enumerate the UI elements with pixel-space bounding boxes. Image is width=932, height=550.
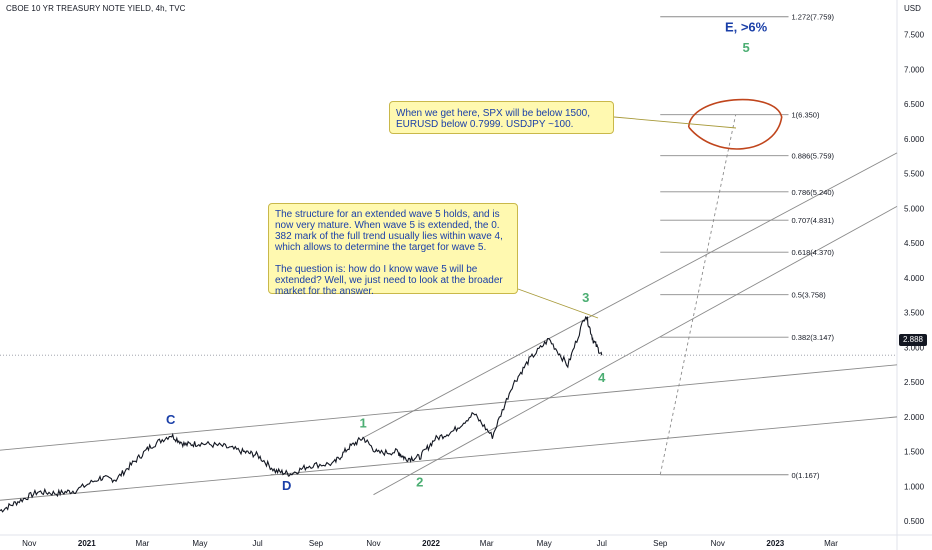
- callout-line: When we get here, SPX will be below 1500…: [396, 108, 590, 119]
- fib-level-label: 0(1.167): [792, 471, 820, 480]
- x-tick-label: May: [192, 539, 207, 548]
- x-tick-label: Jul: [252, 539, 262, 548]
- callout-line: The question is: how do I know wave 5 wi…: [275, 264, 478, 275]
- y-tick-label: 4.000: [904, 274, 925, 283]
- y-tick-label: 6.000: [904, 135, 925, 144]
- x-tick-label: Nov: [366, 539, 380, 548]
- fib-level-label: 0.786(5.240): [792, 188, 835, 197]
- trend-line: [362, 152, 898, 439]
- x-tick-label: Mar: [480, 539, 494, 548]
- fib-level-label: 1(6.350): [792, 111, 820, 120]
- callout-line: which allows to determine the target for…: [275, 242, 487, 253]
- callout-line: The structure for an extended wave 5 hol…: [275, 209, 500, 220]
- callout-line: extended? Well, we just need to look at …: [275, 275, 503, 286]
- trend-lines: [0, 114, 898, 501]
- x-tick-label: Jul: [597, 539, 607, 548]
- currency-label: USD: [904, 4, 921, 13]
- x-tick-label: Mar: [824, 539, 838, 548]
- fib-level-label: 1.272(7.759): [792, 13, 835, 22]
- y-tick-label: 7.000: [904, 65, 925, 74]
- y-axis: 0.500 1.000 1.500 2.000 2.500 3.000 3.500 4.000…: [904, 31, 925, 526]
- wave-label: E, >6%: [725, 19, 768, 34]
- wave-label: 4: [598, 370, 606, 385]
- y-tick-label: 6.500: [904, 100, 925, 109]
- wave-label: 1: [360, 415, 367, 430]
- wave-label: 3: [582, 290, 589, 305]
- y-tick-label: 1.000: [904, 482, 925, 491]
- trend-line: [0, 364, 898, 451]
- x-tick-label: May: [537, 539, 552, 548]
- x-tick-label: Nov: [711, 539, 725, 548]
- x-tick-label: 2021: [78, 539, 96, 548]
- y-tick-label: 5.500: [904, 170, 925, 179]
- callout-line: 382 mark of the full trend usually lies …: [275, 231, 503, 242]
- callout-connector: [517, 288, 599, 319]
- fib-level-label: 0.618(4.370): [792, 248, 835, 257]
- trend-line: [659, 114, 737, 475]
- y-tick-label: 7.500: [904, 31, 925, 40]
- wave-label: C: [166, 412, 176, 427]
- x-tick-label: Mar: [136, 539, 150, 548]
- y-tick-label: 3.000: [904, 343, 925, 352]
- wave-label: 5: [742, 40, 749, 55]
- fib-level-label: 0.886(5.759): [792, 152, 835, 161]
- wave-label: D: [282, 478, 291, 493]
- callout-line: market for the answer.: [275, 286, 374, 297]
- y-tick-label: 3.500: [904, 309, 925, 318]
- y-tick-label: 5.000: [904, 204, 925, 213]
- y-tick-label: 2.500: [904, 378, 925, 387]
- callout-connector: [613, 116, 737, 129]
- x-tick-label: 2022: [422, 539, 440, 548]
- x-tick-label: Sep: [309, 539, 324, 548]
- annotation-connectors: [517, 116, 737, 319]
- x-tick-label: Sep: [653, 539, 668, 548]
- y-tick-label: 4.500: [904, 239, 925, 248]
- chart-title: CBOE 10 YR TREASURY NOTE YIELD, 4h, TVC: [6, 4, 186, 13]
- trend-line: [373, 205, 898, 496]
- callout-line: now very mature. When wave 5 is extended…: [275, 220, 500, 231]
- price-series-line: [0, 315, 603, 513]
- targets-callout[interactable]: When we get here, SPX will be below 1500…: [389, 101, 614, 134]
- x-tick-label: 2023: [766, 539, 784, 548]
- fib-level-label: 0.382(3.147): [792, 333, 835, 342]
- x-tick-label: Nov: [22, 539, 36, 548]
- wave-labels: C D 1 2 3 4 5 E, >6%: [166, 19, 768, 493]
- y-tick-label: 2.000: [904, 413, 925, 422]
- y-tick-label: 1.500: [904, 448, 925, 457]
- fibonacci-levels: 1.272(7.759) 1(6.350) 0.886(5.759) 0.786(5.…: [660, 13, 835, 480]
- x-axis: Nov 2021 Mar May Jul Sep Nov 2022 Mar May Jul Sep No…: [22, 539, 838, 548]
- structure-callout[interactable]: The structure for an extended wave 5 hol…: [268, 203, 518, 297]
- target-ellipse: [687, 98, 783, 150]
- wave-label: 2: [416, 474, 423, 489]
- last-price-tag: 2.888: [899, 334, 927, 346]
- callout-line: EURUSD below 0.7999. USDJPY ~100.: [396, 119, 574, 130]
- trend-line: [0, 416, 898, 501]
- fib-level-label: 0.707(4.831): [792, 216, 835, 225]
- y-tick-label: 0.500: [904, 517, 925, 526]
- fib-level-label: 0.5(3.758): [792, 291, 827, 300]
